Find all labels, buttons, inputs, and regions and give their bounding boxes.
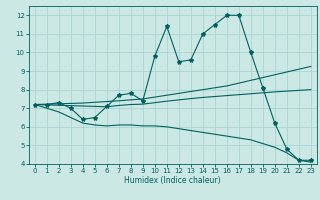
X-axis label: Humidex (Indice chaleur): Humidex (Indice chaleur) [124,176,221,185]
